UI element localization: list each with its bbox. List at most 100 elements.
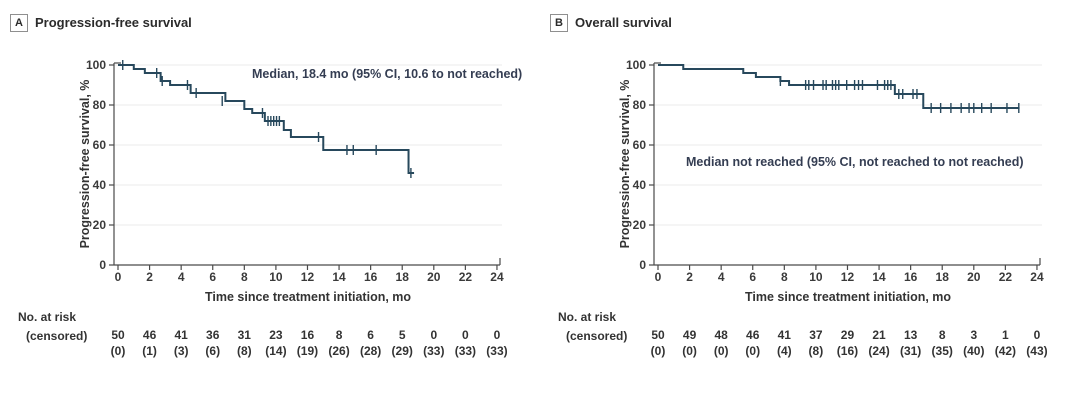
- censored-count: (33): [423, 344, 445, 358]
- at-risk-count: 23: [269, 328, 283, 342]
- panel-b-no-at-risk-label: No. at risk: [558, 310, 617, 324]
- x-tick-label: 24: [490, 270, 504, 284]
- x-tick-label: 22: [459, 270, 473, 284]
- censored-count: (8): [808, 344, 824, 358]
- panel-b-x-axis-label: Time since treatment initiation, mo: [744, 290, 952, 304]
- at-risk-count: 37: [809, 328, 823, 342]
- censored-count: (24): [868, 344, 890, 358]
- panel-a-title: Progression-free survival: [35, 15, 192, 30]
- panel-a-median-annotation: Median, 18.4 mo (95% CI, 10.6 to not rea…: [252, 67, 523, 81]
- panel-a-censored-label: (censored): [26, 329, 88, 343]
- at-risk-count: 16: [300, 328, 315, 342]
- censored-count: (0): [713, 344, 729, 358]
- x-tick-label: 10: [269, 270, 283, 284]
- censored-count: (33): [486, 344, 508, 358]
- x-tick-label: 0: [655, 270, 662, 284]
- x-tick-label: 20: [427, 270, 441, 284]
- x-tick-label: 16: [364, 270, 378, 284]
- censored-count: (4): [776, 344, 792, 358]
- censored-count: (19): [296, 344, 319, 358]
- at-risk-count: 46: [142, 328, 157, 342]
- panel-b-title: Overall survival: [575, 15, 672, 30]
- at-risk-count: 41: [174, 328, 188, 342]
- y-tick-label: 100: [626, 58, 646, 72]
- censored-count: (16): [836, 344, 859, 358]
- panel-a: A Progression-free survival Progression-…: [10, 14, 523, 358]
- y-tick-label: 40: [93, 178, 107, 192]
- panel-a-no-at-risk-label: No. at risk: [18, 310, 77, 324]
- at-risk-count: 8: [938, 328, 946, 342]
- panel-b: B Overall survival Progression-free surv…: [540, 0, 1080, 400]
- x-tick-label: 0: [115, 270, 122, 284]
- x-tick-label: 2: [686, 270, 693, 284]
- y-tick-label: 60: [633, 138, 647, 152]
- x-tick-label: 4: [718, 270, 725, 284]
- x-tick-label: 20: [967, 270, 981, 284]
- at-risk-count: 0: [493, 328, 501, 342]
- censored-count: (0): [745, 344, 761, 358]
- x-tick-label: 2: [146, 270, 153, 284]
- y-tick-label: 60: [93, 138, 107, 152]
- at-risk-count: 0: [430, 328, 438, 342]
- censored-count: (14): [265, 344, 287, 358]
- censored-count: (0): [110, 344, 126, 358]
- y-tick-label: 100: [86, 58, 106, 72]
- at-risk-count: 1: [1002, 328, 1009, 342]
- y-tick-label: 80: [633, 98, 647, 112]
- x-tick-label: 10: [809, 270, 823, 284]
- censored-count: (43): [1026, 344, 1048, 358]
- x-tick-label: 8: [781, 270, 788, 284]
- at-risk-count: 50: [111, 328, 125, 342]
- at-risk-count: 8: [335, 328, 343, 342]
- at-risk-count: 41: [777, 328, 791, 342]
- y-tick-label: 40: [633, 178, 647, 192]
- at-risk-count: 6: [367, 328, 374, 342]
- censored-count: (33): [454, 344, 477, 358]
- y-tick-label: 20: [93, 218, 107, 232]
- at-risk-count: 0: [1033, 328, 1041, 342]
- censored-count: (29): [391, 344, 413, 358]
- censored-count: (0): [682, 344, 697, 358]
- panel-b-letter: B: [550, 14, 568, 32]
- x-tick-label: 18: [396, 270, 410, 284]
- censored-count: (26): [328, 344, 350, 358]
- x-tick-label: 6: [209, 270, 216, 284]
- x-tick-label: 24: [1030, 270, 1044, 284]
- x-tick-label: 4: [178, 270, 185, 284]
- x-tick-label: 12: [301, 270, 315, 284]
- x-tick-label: 14: [872, 270, 886, 284]
- x-tick-label: 8: [241, 270, 248, 284]
- at-risk-count: 49: [682, 328, 697, 342]
- y-tick-label: 0: [99, 258, 106, 272]
- at-risk-count: 13: [903, 328, 918, 342]
- at-risk-count: 50: [651, 328, 665, 342]
- km-curve: [118, 64, 415, 174]
- at-risk-count: 3: [970, 328, 978, 342]
- at-risk-count: 21: [872, 328, 886, 342]
- at-risk-count: 46: [746, 328, 760, 342]
- panel-b-median-annotation: Median not reached (95% CI, not reached …: [686, 155, 1024, 169]
- x-tick-label: 12: [841, 270, 855, 284]
- censored-count: (31): [899, 344, 922, 358]
- censored-count: (0): [650, 344, 666, 358]
- at-risk-count: 36: [206, 328, 220, 342]
- at-risk-count: 5: [398, 328, 406, 342]
- censored-count: (40): [963, 344, 985, 358]
- x-tick-label: 18: [936, 270, 950, 284]
- at-risk-count: 29: [840, 328, 855, 342]
- x-tick-label: 6: [749, 270, 756, 284]
- panel-b-censored-label: (censored): [566, 329, 628, 343]
- at-risk-count: 0: [462, 328, 469, 342]
- censored-count: (35): [931, 344, 953, 358]
- at-risk-count: 31: [237, 328, 251, 342]
- y-tick-label: 20: [633, 218, 647, 232]
- at-risk-count: 48: [714, 328, 728, 342]
- censored-count: (42): [994, 344, 1017, 358]
- x-tick-label: 22: [999, 270, 1013, 284]
- panel-a-x-axis-label: Time since treatment initiation, mo: [204, 290, 412, 304]
- censored-count: (3): [173, 344, 189, 358]
- censored-count: (28): [359, 344, 382, 358]
- censored-count: (6): [205, 344, 221, 358]
